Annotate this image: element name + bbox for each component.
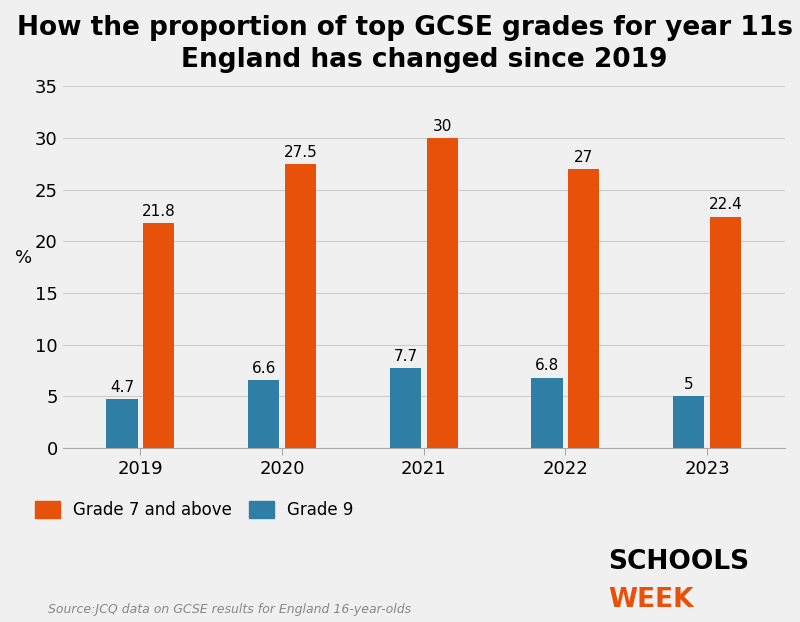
Legend: Grade 7 and above, Grade 9: Grade 7 and above, Grade 9 xyxy=(34,501,354,519)
Bar xyxy=(426,138,458,448)
Bar xyxy=(106,399,138,448)
Bar xyxy=(673,396,704,448)
Bar xyxy=(531,378,562,448)
Text: 5: 5 xyxy=(684,377,694,392)
Bar xyxy=(390,368,421,448)
Bar xyxy=(285,164,316,448)
Y-axis label: %: % xyxy=(15,249,32,267)
Text: SCHOOLS: SCHOOLS xyxy=(608,549,749,575)
Text: 6.8: 6.8 xyxy=(535,358,559,373)
Text: 4.7: 4.7 xyxy=(110,380,134,395)
Text: 7.7: 7.7 xyxy=(394,349,418,364)
Text: 21.8: 21.8 xyxy=(142,203,176,218)
Text: 30: 30 xyxy=(433,119,452,134)
Text: 27.5: 27.5 xyxy=(284,145,318,160)
Text: 22.4: 22.4 xyxy=(709,197,742,212)
Title: How the proportion of top GCSE grades for year 11s in
England has changed since : How the proportion of top GCSE grades fo… xyxy=(18,15,800,73)
Text: 6.6: 6.6 xyxy=(251,361,276,376)
Bar xyxy=(710,216,741,448)
Bar xyxy=(568,169,599,448)
Bar xyxy=(143,223,174,448)
Bar xyxy=(248,379,279,448)
Text: Source:JCQ data on GCSE results for England 16-year-olds: Source:JCQ data on GCSE results for Engl… xyxy=(48,603,411,616)
Text: WEEK: WEEK xyxy=(608,587,694,613)
Text: 27: 27 xyxy=(574,150,594,165)
